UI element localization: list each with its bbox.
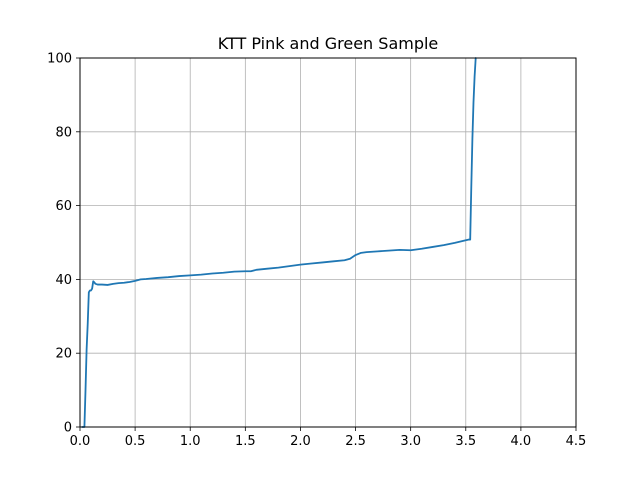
x-tick-label: 3.0 <box>400 434 421 449</box>
y-tick-label: 40 <box>55 273 72 288</box>
y-tick-label: 80 <box>55 125 72 140</box>
y-axis: 0 20 40 60 80 100 <box>47 52 80 436</box>
x-tick-label: 1.5 <box>235 434 256 449</box>
x-tick-label: 3.5 <box>455 434 476 449</box>
y-tick-label: 20 <box>55 347 72 362</box>
x-tick-label: 4.5 <box>566 434 587 449</box>
x-tick-label: 2.5 <box>345 434 366 449</box>
x-tick-label: 2.0 <box>290 434 311 449</box>
x-tick-label: 0.5 <box>125 434 146 449</box>
x-tick-label: 0.0 <box>70 434 91 449</box>
series-layer <box>81 57 477 428</box>
x-tick-label: 4.0 <box>511 434 532 449</box>
series-line <box>81 57 477 428</box>
y-tick-label: 0 <box>64 421 72 436</box>
x-tick-label: 1.0 <box>180 434 201 449</box>
y-tick-label: 60 <box>55 199 72 214</box>
y-tick-label: 100 <box>47 52 72 67</box>
x-axis: 0.0 0.5 1.0 1.5 2.0 2.5 3.0 3.5 4.0 4.5 <box>70 427 587 449</box>
chart-title: KTT Pink and Green Sample <box>218 34 439 53</box>
plot-frame <box>79 57 577 428</box>
